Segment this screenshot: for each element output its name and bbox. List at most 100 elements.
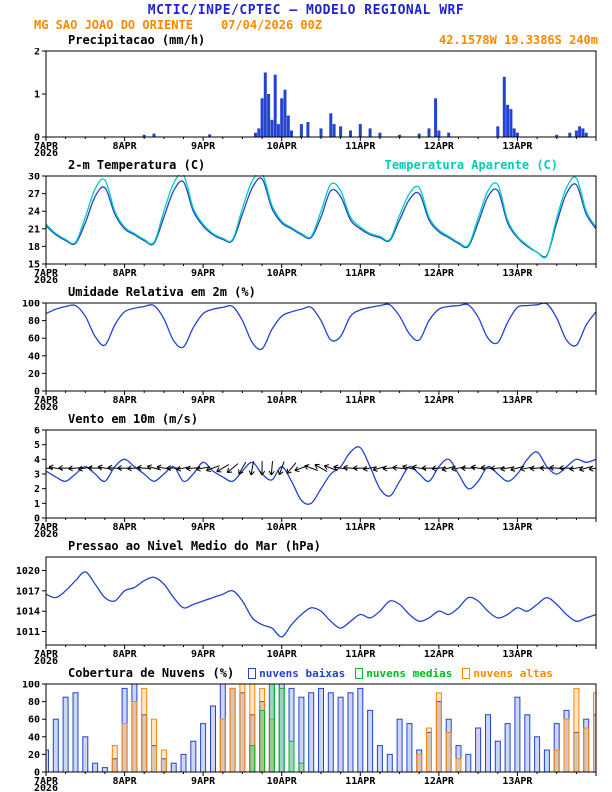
legend-mid-clouds: nuvens medias (355, 666, 452, 681)
svg-text:27: 27 (28, 189, 40, 200)
run-datetime: 07/04/2026 00Z (220, 18, 323, 32)
svg-text:8APR: 8APR (113, 141, 138, 152)
svg-text:1014: 1014 (16, 607, 40, 618)
svg-text:11APR: 11APR (345, 268, 376, 279)
svg-text:20: 20 (28, 750, 40, 761)
svg-text:7APR: 7APR (34, 395, 59, 406)
svg-text:24: 24 (28, 207, 40, 218)
svg-text:21: 21 (28, 224, 40, 235)
apparent-temperature-title: Temperatura Aparente (C) (384, 158, 558, 172)
station-name: MG SAO JOAO DO ORIENTE (34, 18, 193, 32)
precip-chart: 0 1 2 7APR 2026 8APR 9APR 10APR 11APR 12APR 13APR (0, 47, 612, 159)
svg-text:11APR: 11APR (345, 395, 376, 406)
svg-text:2026: 2026 (34, 148, 58, 157)
clouds-chart: 0 20 40 60 80 100 7APR 2026 8APR 9APR 10APR 11APR 12… (0, 680, 612, 792)
svg-text:6: 6 (34, 427, 40, 437)
svg-text:11APR: 11APR (345, 649, 376, 660)
svg-text:10APR: 10APR (267, 522, 298, 533)
humidity-chart: 0 20 40 60 80 100 7APR 2026 8APR 9APR 10APR 11APR 12… (0, 299, 612, 413)
panel-clouds: Cobertura de Nuvens (%) nuvens baixas nu… (0, 666, 612, 792)
svg-text:18: 18 (28, 242, 40, 253)
svg-text:7APR: 7APR (34, 522, 59, 533)
svg-text:80: 80 (28, 697, 40, 708)
svg-text:40: 40 (28, 351, 40, 362)
svg-text:0: 0 (34, 768, 40, 779)
svg-text:1: 1 (34, 499, 40, 510)
svg-text:10APR: 10APR (267, 141, 298, 152)
temperature-title: 2-m Temperatura (C) (68, 158, 206, 172)
svg-text:0: 0 (34, 387, 40, 398)
svg-text:80: 80 (28, 316, 40, 327)
clouds-legend: nuvens baixas nuvens medias nuvens altas (248, 666, 553, 681)
svg-text:60: 60 (28, 334, 40, 345)
svg-text:11APR: 11APR (345, 522, 376, 533)
svg-text:9APR: 9APR (191, 395, 216, 406)
svg-text:11APR: 11APR (345, 776, 376, 787)
clouds-title: Cobertura de Nuvens (%) (68, 666, 235, 680)
temperature-chart: 15 18 21 24 27 30 7APR 2026 8APR 9APR 10APR 11APR 12… (0, 172, 612, 286)
svg-text:0: 0 (34, 133, 40, 144)
svg-text:9APR: 9APR (191, 268, 216, 279)
svg-text:1017: 1017 (16, 586, 40, 597)
svg-text:13APR: 13APR (502, 522, 533, 533)
pressure-title: Pressao ao Nivel Medio do Mar (hPa) (68, 539, 321, 553)
panel-temperature: 2-m Temperatura (C) Temperatura Aparente… (0, 158, 612, 286)
svg-text:1011: 1011 (16, 627, 40, 638)
svg-text:5: 5 (34, 440, 40, 451)
panel-humidity: Umidade Relativa em 2m (%) 0 20 40 60 80 100 7… (0, 285, 612, 413)
svg-text:7APR: 7APR (34, 141, 59, 152)
pressure-chart: 1011 1014 1017 1020 7APR 2026 8APR 9APR 10APR 11A… (0, 554, 612, 667)
coords-label: 42.1578W 19.3386S 240m (439, 33, 598, 47)
panel-pressure: Pressao ao Nivel Medio do Mar (hPa) 1011… (0, 539, 612, 667)
svg-text:3: 3 (34, 470, 40, 481)
svg-text:0: 0 (34, 514, 40, 525)
svg-text:2: 2 (34, 484, 40, 495)
svg-text:8APR: 8APR (113, 776, 138, 787)
svg-text:9APR: 9APR (191, 776, 216, 787)
svg-text:13APR: 13APR (502, 268, 533, 279)
legend-high-clouds: nuvens altas (462, 666, 553, 681)
svg-text:10APR: 10APR (267, 776, 298, 787)
svg-text:4: 4 (34, 455, 40, 466)
humidity-title: Umidade Relativa em 2m (%) (68, 285, 256, 299)
low-clouds-swatch-icon (248, 668, 257, 679)
svg-text:30: 30 (28, 173, 40, 183)
legend-low-clouds-label: nuvens baixas (259, 667, 346, 680)
svg-text:2026: 2026 (34, 783, 58, 792)
svg-text:2026: 2026 (34, 275, 58, 284)
svg-text:40: 40 (28, 732, 40, 743)
svg-text:15: 15 (28, 260, 40, 271)
legend-low-clouds: nuvens baixas (248, 666, 345, 681)
legend-high-clouds-label: nuvens altas (473, 667, 553, 680)
precip-title: Precipitacao (mm/h) (68, 33, 206, 47)
svg-text:7APR: 7APR (34, 776, 59, 787)
svg-text:11APR: 11APR (345, 141, 376, 152)
svg-text:13APR: 13APR (502, 141, 533, 152)
svg-text:12APR: 12APR (424, 522, 455, 533)
svg-text:12APR: 12APR (424, 649, 455, 660)
svg-text:12APR: 12APR (424, 268, 455, 279)
svg-text:12APR: 12APR (424, 776, 455, 787)
svg-text:13APR: 13APR (502, 395, 533, 406)
svg-text:1020: 1020 (16, 566, 40, 577)
svg-text:8APR: 8APR (113, 268, 138, 279)
svg-text:9APR: 9APR (191, 141, 216, 152)
svg-text:100: 100 (22, 681, 40, 691)
svg-text:10APR: 10APR (267, 649, 298, 660)
svg-text:9APR: 9APR (191, 649, 216, 660)
svg-text:10APR: 10APR (267, 395, 298, 406)
svg-text:2: 2 (34, 48, 40, 58)
svg-text:2026: 2026 (34, 402, 58, 411)
svg-text:100: 100 (22, 300, 40, 310)
svg-text:7APR: 7APR (34, 268, 59, 279)
svg-text:9APR: 9APR (191, 522, 216, 533)
svg-text:10APR: 10APR (267, 268, 298, 279)
svg-text:13APR: 13APR (502, 776, 533, 787)
